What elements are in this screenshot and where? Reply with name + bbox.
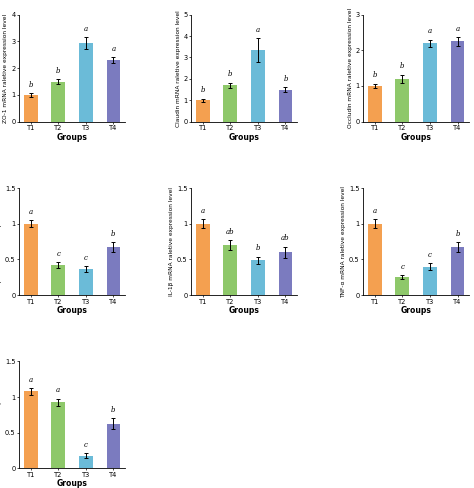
Text: a: a <box>456 25 460 33</box>
Bar <box>51 81 65 122</box>
Text: b: b <box>111 230 116 238</box>
Y-axis label: Occludin mRNA raletive expression level: Occludin mRNA raletive expression level <box>347 8 353 128</box>
Text: a: a <box>111 44 116 53</box>
Text: b: b <box>201 86 205 95</box>
Y-axis label: IL-1β mRNA raletive expression level: IL-1β mRNA raletive expression level <box>169 187 174 296</box>
X-axis label: Groups: Groups <box>401 133 432 142</box>
Bar <box>251 260 265 295</box>
Text: a: a <box>56 386 60 394</box>
X-axis label: Groups: Groups <box>56 479 88 488</box>
Bar <box>423 43 437 122</box>
Text: b: b <box>28 81 33 89</box>
X-axis label: Groups: Groups <box>228 306 260 315</box>
X-axis label: Groups: Groups <box>228 133 260 142</box>
Y-axis label: Claudin mRNA raletive expression level: Claudin mRNA raletive expression level <box>175 10 181 126</box>
Bar <box>51 402 65 468</box>
Text: ab: ab <box>226 228 235 236</box>
Text: c: c <box>56 250 60 258</box>
Text: a: a <box>256 26 260 34</box>
Text: a: a <box>28 376 33 384</box>
X-axis label: Groups: Groups <box>56 306 88 315</box>
Y-axis label: IL-6 mRNA raletive expression level: IL-6 mRNA raletive expression level <box>0 362 2 468</box>
Text: c: c <box>84 441 88 449</box>
Text: b: b <box>373 71 377 79</box>
Bar <box>223 85 237 122</box>
Text: ab: ab <box>281 234 290 242</box>
Bar <box>395 277 409 295</box>
Bar <box>223 245 237 295</box>
Bar <box>196 100 210 122</box>
Bar <box>451 247 465 295</box>
Bar <box>79 43 93 122</box>
X-axis label: Groups: Groups <box>401 306 432 315</box>
Bar <box>24 224 37 295</box>
Bar <box>107 60 120 122</box>
Text: a: a <box>84 24 88 33</box>
Y-axis label: ZO-1 mRNA raletive expression level: ZO-1 mRNA raletive expression level <box>3 14 9 122</box>
Bar <box>368 86 382 122</box>
Text: a: a <box>28 208 33 216</box>
Text: b: b <box>400 62 405 70</box>
Text: a: a <box>428 27 432 35</box>
Text: b: b <box>456 230 460 238</box>
Bar <box>196 224 210 295</box>
Bar <box>51 265 65 295</box>
Text: b: b <box>228 70 233 79</box>
Bar <box>279 252 292 295</box>
Text: a: a <box>201 207 205 215</box>
Bar <box>423 266 437 295</box>
Bar <box>251 50 265 122</box>
Text: b: b <box>255 244 260 252</box>
Bar <box>451 41 465 122</box>
Y-axis label: TNF-γ mRNA raletive expression level: TNF-γ mRNA raletive expression level <box>0 186 2 297</box>
Text: c: c <box>401 263 404 271</box>
Text: b: b <box>283 75 288 83</box>
Text: c: c <box>84 254 88 262</box>
Y-axis label: TNF-α mRNA raletive expression level: TNF-α mRNA raletive expression level <box>341 185 346 298</box>
Bar <box>395 79 409 122</box>
Text: b: b <box>111 406 116 413</box>
Bar <box>24 95 37 122</box>
Bar <box>107 424 120 468</box>
Bar <box>107 247 120 295</box>
Bar <box>368 224 382 295</box>
Text: c: c <box>428 251 432 259</box>
Bar <box>79 456 93 468</box>
Bar <box>24 391 37 468</box>
Text: a: a <box>373 207 377 215</box>
Bar <box>79 269 93 295</box>
Bar <box>279 90 292 122</box>
Text: b: b <box>56 66 61 75</box>
X-axis label: Groups: Groups <box>56 133 88 142</box>
